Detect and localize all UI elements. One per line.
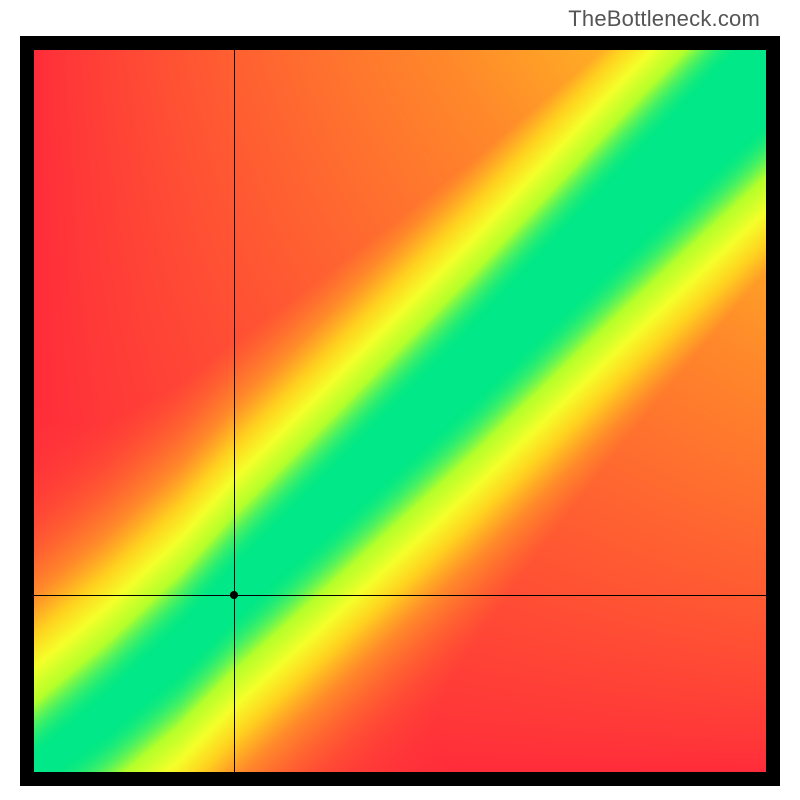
crosshair-vertical bbox=[234, 50, 235, 772]
chart-outer-frame bbox=[20, 36, 780, 786]
heatmap-canvas bbox=[34, 50, 766, 772]
crosshair-marker-dot bbox=[230, 591, 238, 599]
heatmap-plot-area bbox=[34, 50, 766, 772]
watermark-text: TheBottleneck.com bbox=[568, 6, 760, 32]
crosshair-horizontal bbox=[34, 595, 766, 596]
